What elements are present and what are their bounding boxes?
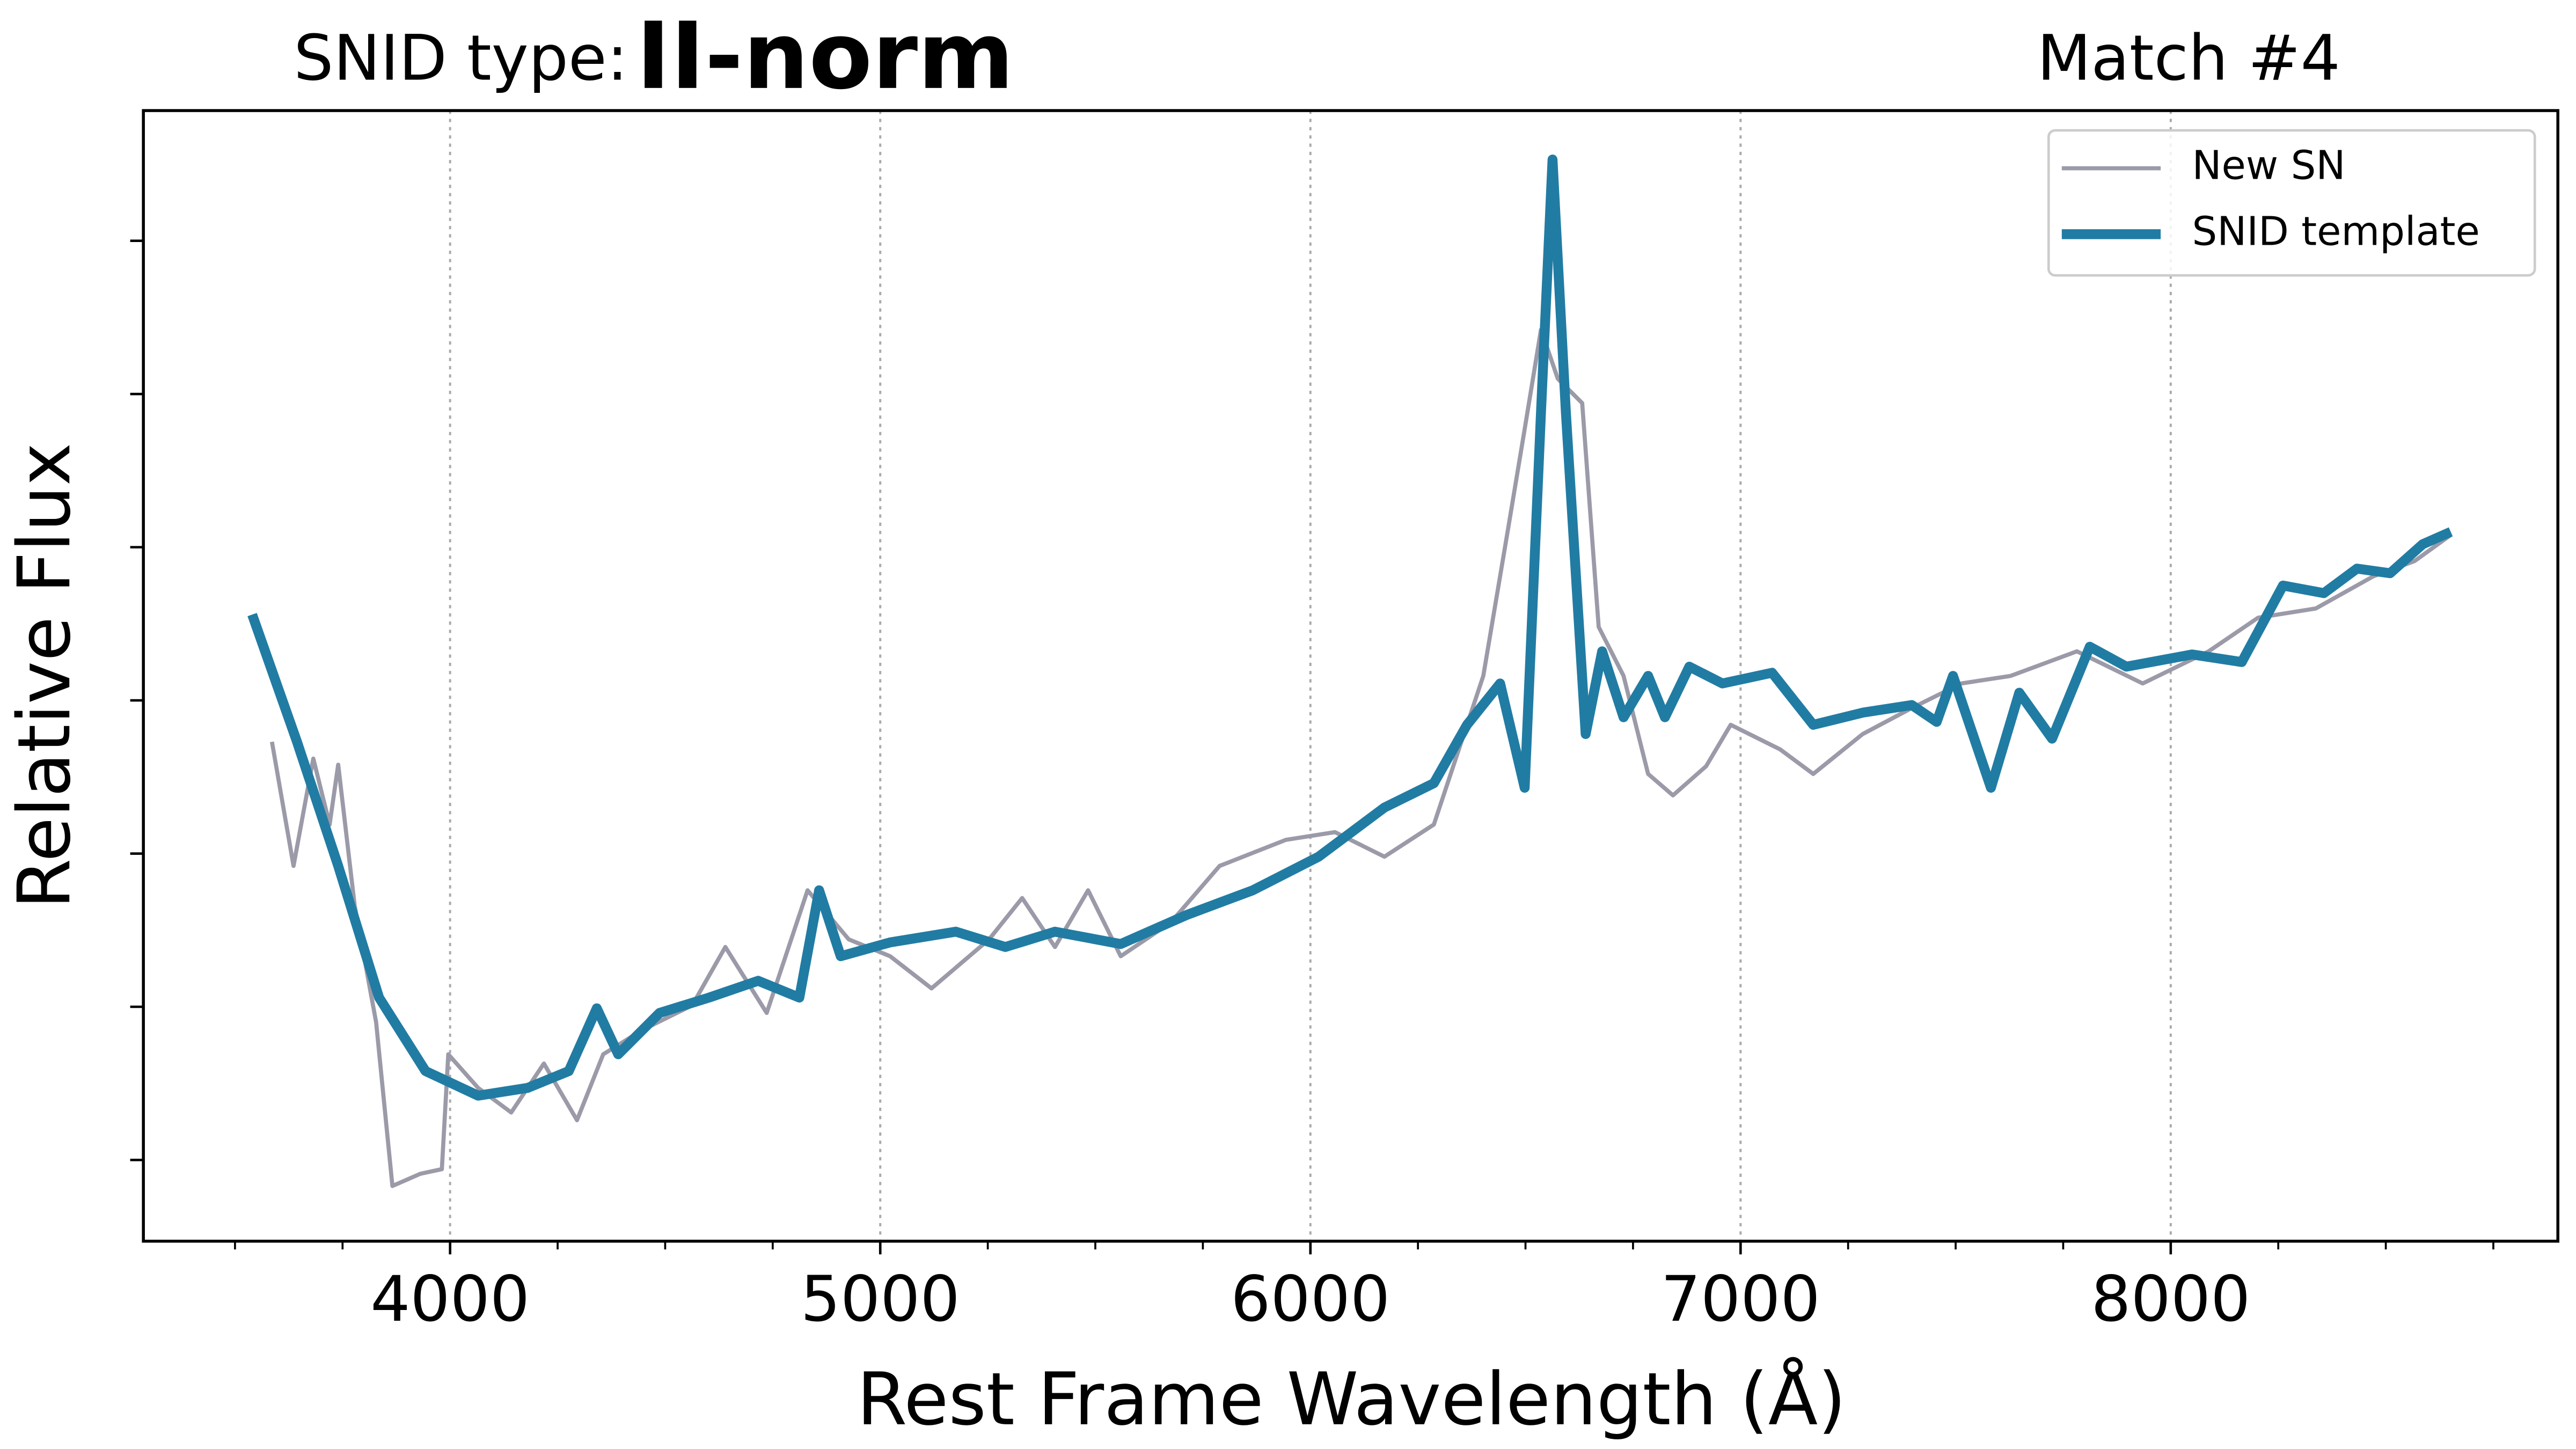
x-tick-label: 8000 — [2091, 1263, 2250, 1336]
y-axis-label: Relative Flux — [2, 443, 86, 909]
x-tick-label: 5000 — [801, 1263, 960, 1336]
plot-frame — [142, 109, 2559, 1243]
x-tick-label: 7000 — [1661, 1263, 1820, 1336]
legend-label: SNID template — [2192, 209, 2479, 254]
x-tick-label: 4000 — [370, 1263, 530, 1336]
x-tick-label: 6000 — [1231, 1263, 1390, 1336]
title-prefix: SNID type: — [294, 22, 628, 95]
series-line — [247, 155, 2453, 1101]
legend-label: New SN — [2192, 143, 2345, 189]
chart-title: II-norm — [636, 2, 1014, 110]
legend-box — [2047, 129, 2536, 277]
x-axis-label: Rest Frame Wavelength (Å) — [857, 1357, 1846, 1441]
subtitle: Match #4 — [2037, 22, 2340, 95]
